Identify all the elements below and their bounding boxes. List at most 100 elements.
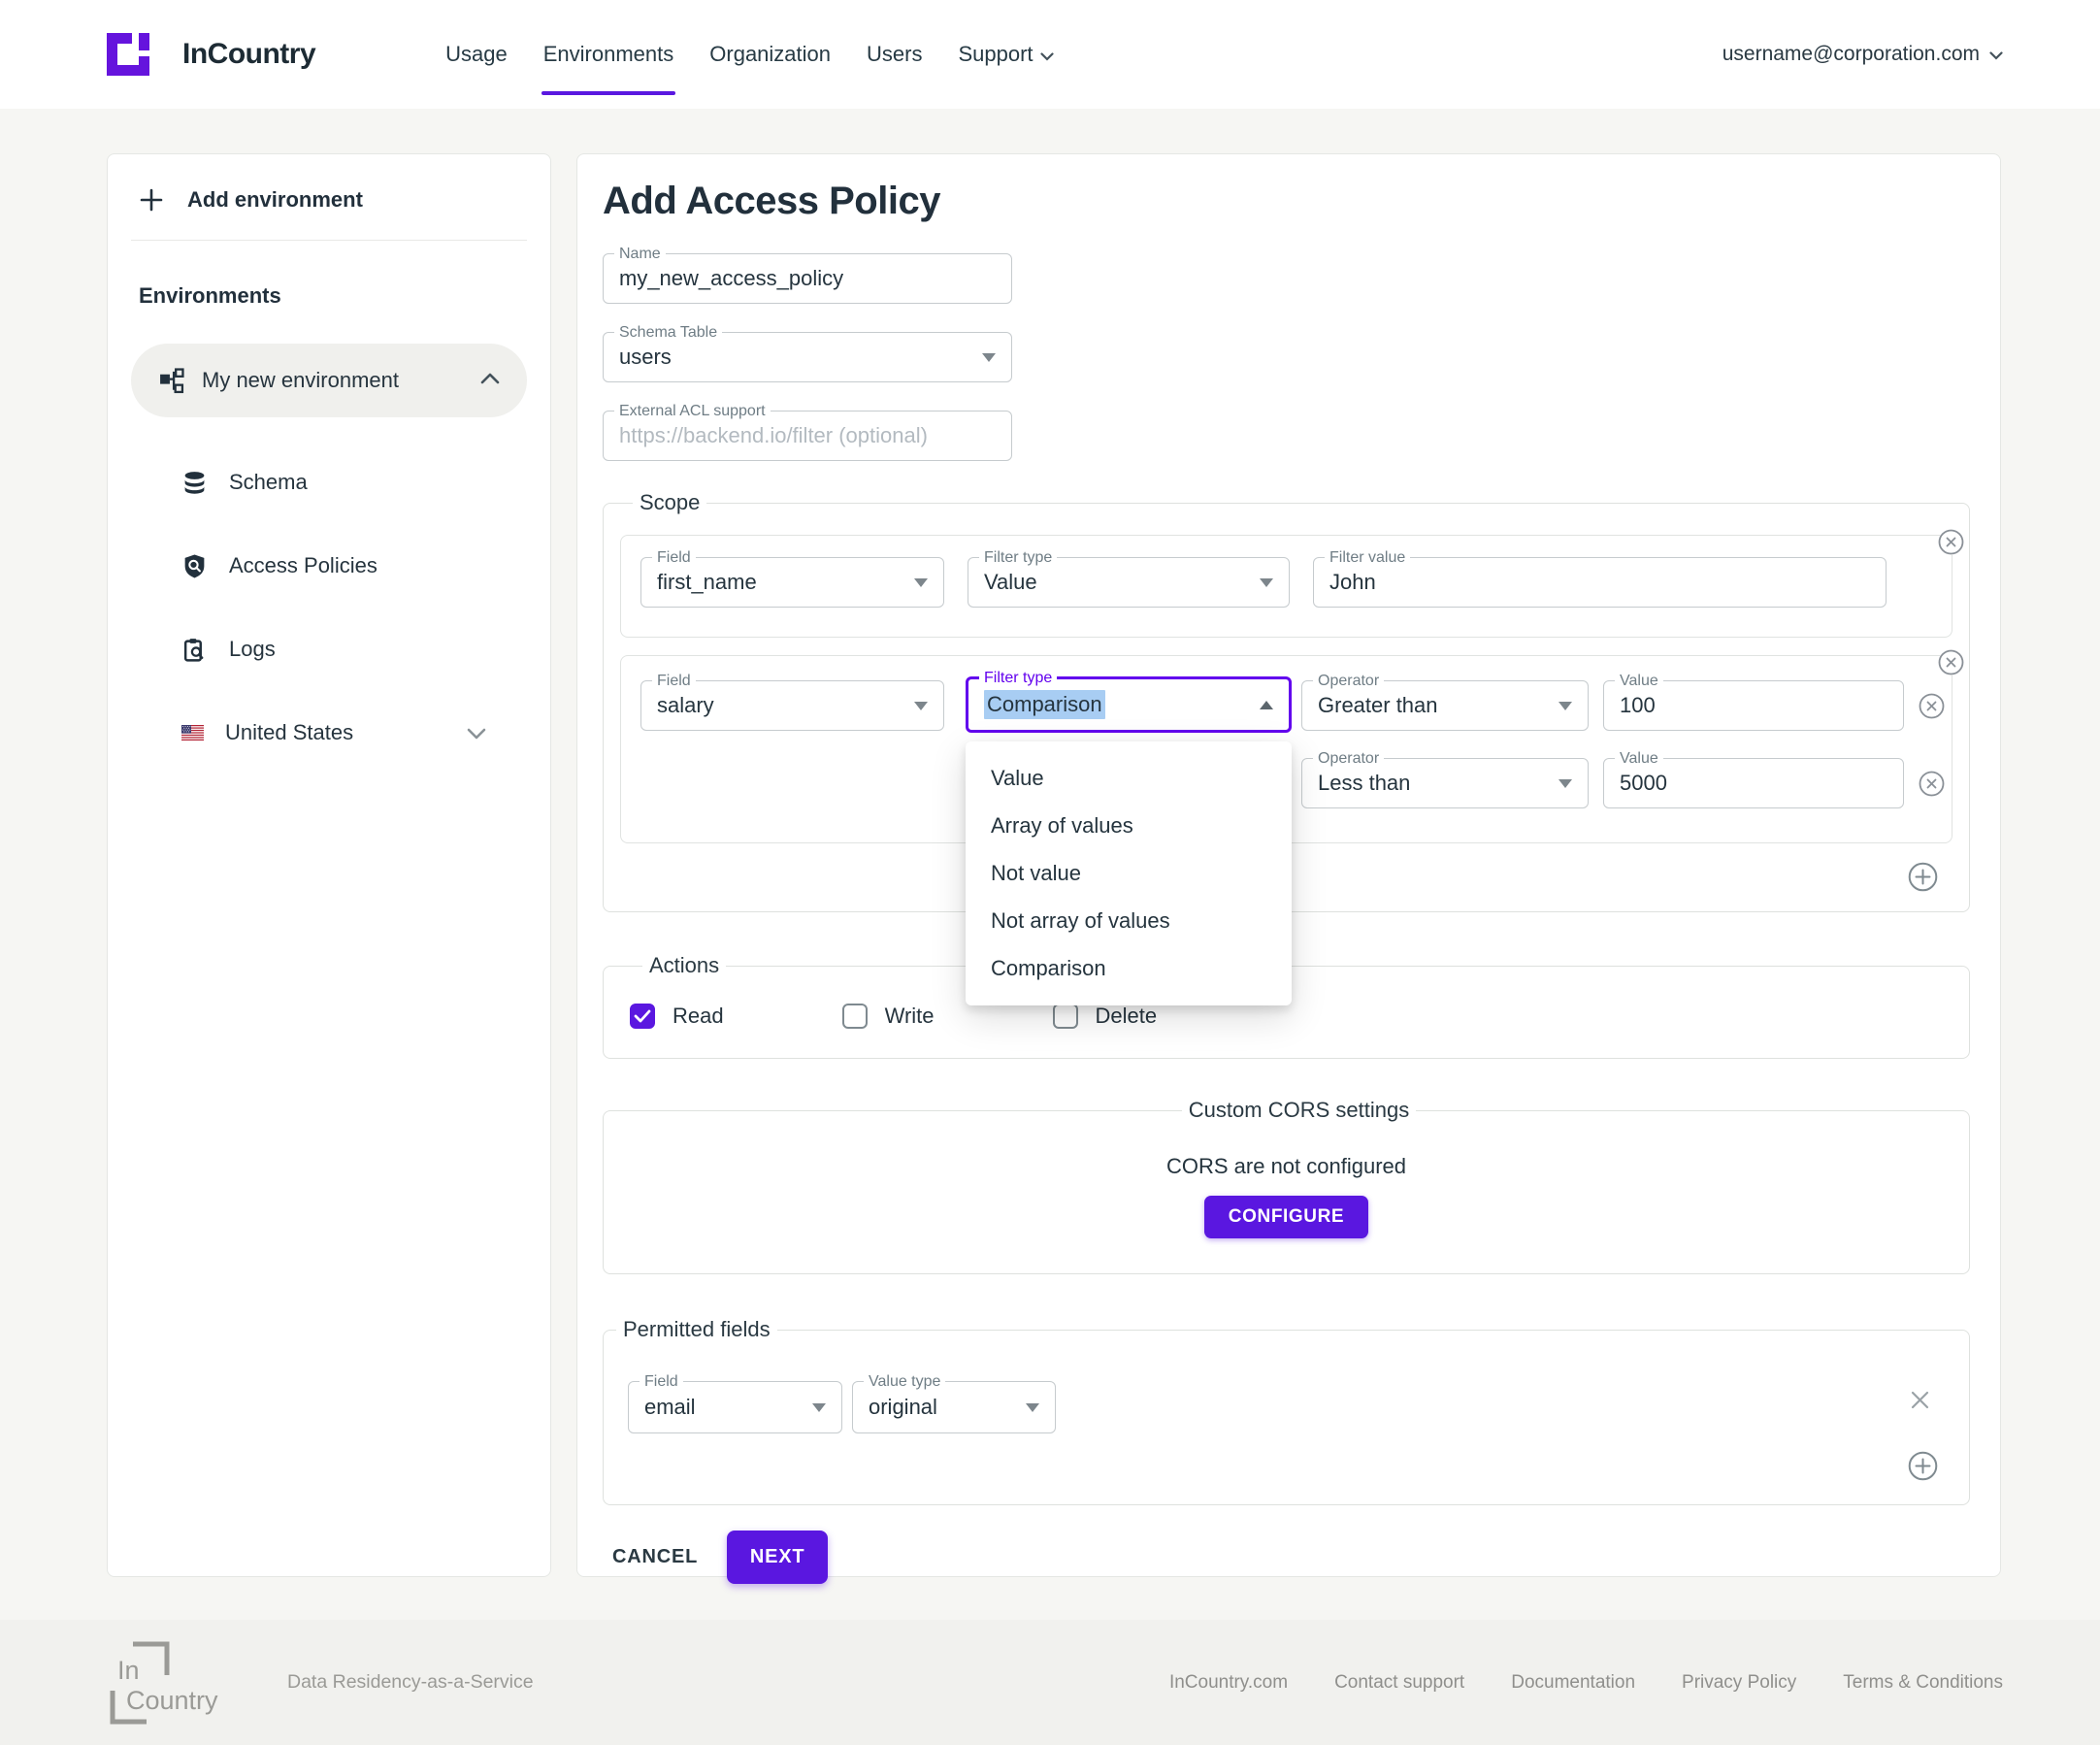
next-button[interactable]: NEXT: [727, 1531, 829, 1584]
chevron-down-icon: [1989, 43, 2003, 66]
add-environment-button[interactable]: Add environment: [131, 187, 527, 213]
country-label: United States: [225, 720, 354, 744]
checkbox-checked-icon: [630, 1004, 655, 1029]
environment-submenu: Schema Access Policies Logs: [131, 441, 527, 774]
chevron-down-icon: [467, 720, 486, 745]
form-actions: CANCEL NEXT: [603, 1531, 1970, 1584]
sidebar-item-access-policies[interactable]: Access Policies: [131, 524, 527, 608]
scope-section: Scope Field first_name Filter type Value…: [603, 490, 1970, 1005]
footer-link-terms-conditions[interactable]: Terms & Conditions: [1843, 1671, 2003, 1693]
shield-search-icon: [181, 553, 208, 579]
sidebar-section-title: Environments: [139, 283, 281, 308]
footer-tagline: Data Residency-as-a-Service: [287, 1671, 534, 1693]
dropdown-option-not-value[interactable]: Not value: [991, 861, 1081, 885]
user-email: username@corporation.com: [1722, 43, 1980, 65]
nav-item-support[interactable]: Support: [958, 0, 1054, 109]
remove-scope-row-button[interactable]: [1938, 529, 1964, 555]
footer-link-privacy-policy[interactable]: Privacy Policy: [1682, 1671, 1797, 1693]
database-icon: [181, 470, 208, 496]
svg-text:Country: Country: [126, 1686, 218, 1715]
scope1-field-select[interactable]: Field first_name: [640, 549, 944, 608]
main-nav: Usage Environments Organization Users Su…: [445, 0, 1054, 109]
chevron-down-icon: [1039, 42, 1054, 67]
name-field[interactable]: Name my_new_access_policy: [603, 246, 1012, 304]
nav-item-users[interactable]: Users: [867, 42, 923, 66]
operator-select[interactable]: Operator Less than: [1301, 750, 1589, 808]
scope-row: Field first_name Filter type Value Filte…: [620, 529, 1964, 638]
add-scope-row-button[interactable]: [1908, 862, 1938, 892]
dropdown-option-comparison[interactable]: Comparison: [991, 956, 1106, 980]
nav-item-environments[interactable]: Environments: [541, 0, 675, 109]
dropdown-arrow-icon: [914, 577, 928, 587]
environments-sidebar: Add environment Environments My new envi…: [107, 153, 551, 1577]
filter-type-dropdown-menu: Value Array of values Not value Not arra…: [966, 741, 1292, 1005]
scope2-filter-type-select[interactable]: Filter type Comparison: [966, 670, 1292, 733]
permitted-fields-legend: Permitted fields: [623, 1317, 771, 1341]
scope1-filter-type-select[interactable]: Filter type Value: [968, 549, 1290, 608]
dropdown-option-not-array-of-values[interactable]: Not array of values: [991, 908, 1170, 933]
cancel-button[interactable]: CANCEL: [612, 1546, 699, 1567]
remove-scope-row-button[interactable]: [1938, 649, 1964, 675]
country-selector[interactable]: United States: [131, 691, 527, 774]
name-field-value: my_new_access_policy: [619, 266, 844, 290]
configure-cors-button[interactable]: CONFIGURE: [1203, 1196, 1369, 1238]
dropdown-arrow-icon: [1559, 778, 1572, 788]
value-field[interactable]: Value 5000: [1603, 750, 1904, 808]
scope2-condition-row: Operator Less than Value 5000: [1301, 750, 1945, 808]
nav-item-organization[interactable]: Organization: [709, 42, 832, 66]
dropdown-arrow-icon: [982, 352, 996, 362]
dropdown-arrow-icon: [1260, 577, 1273, 587]
footer-link-incountry-com[interactable]: InCountry.com: [1168, 1671, 1289, 1693]
scope2-field-select[interactable]: Field salary: [640, 673, 944, 731]
incountry-footer-logo: In Country: [107, 1639, 225, 1727]
user-account-menu[interactable]: username@corporation.com: [1723, 43, 2003, 66]
actions-legend: Actions: [649, 953, 720, 977]
add-access-policy-form: Add Access Policy Name my_new_access_pol…: [576, 153, 2001, 1584]
remove-condition-button[interactable]: [1919, 693, 1945, 719]
dropdown-option-array-of-values[interactable]: Array of values: [991, 813, 1133, 838]
checkbox-unchecked-icon: [1052, 1004, 1078, 1029]
sidebar-item-schema[interactable]: Schema: [131, 441, 527, 524]
us-flag-icon: [181, 725, 204, 741]
sidebar-item-my-new-environment[interactable]: My new environment: [131, 344, 527, 417]
svg-text:In: In: [117, 1656, 140, 1685]
checkbox-delete[interactable]: Delete: [1052, 1004, 1157, 1029]
footer-link-contact-support[interactable]: Contact support: [1334, 1671, 1465, 1693]
value-field[interactable]: Value 100: [1603, 673, 1904, 731]
page-footer: In Country Data Residency-as-a-Service I…: [0, 1620, 2100, 1745]
permitted-field-select[interactable]: Field email: [628, 1373, 842, 1433]
dropdown-arrow-icon: [1559, 701, 1572, 710]
scope-row: Field salary Filter type Comparison Oper…: [620, 649, 1964, 1005]
cors-section: Custom CORS settings CORS are not config…: [603, 1098, 1970, 1274]
nav-item-usage[interactable]: Usage: [445, 42, 508, 66]
dropdown-option-value[interactable]: Value: [991, 766, 1044, 790]
divider: [131, 240, 527, 241]
incountry-logo-icon[interactable]: [107, 33, 149, 76]
dropdown-arrow-icon: [812, 1402, 826, 1412]
remove-condition-button[interactable]: [1919, 771, 1945, 797]
scope1-filter-value-field[interactable]: Filter value John: [1313, 549, 1887, 608]
checkbox-unchecked-icon: [841, 1004, 868, 1029]
checkbox-write[interactable]: Write: [841, 1004, 935, 1029]
remove-permitted-field-button[interactable]: [1909, 1389, 1931, 1411]
operator-select[interactable]: Operator Greater than: [1301, 673, 1589, 731]
name-field-label: Name: [614, 246, 666, 263]
environment-name: My new environment: [202, 368, 399, 392]
checkbox-read[interactable]: Read: [630, 1004, 724, 1029]
chevron-up-icon: [480, 372, 500, 389]
value-type-select[interactable]: Value type original: [852, 1373, 1056, 1433]
sidebar-item-logs[interactable]: Logs: [131, 608, 527, 691]
permitted-fields-section: Permitted fields Field email Value type …: [603, 1317, 1970, 1505]
page-title: Add Access Policy: [603, 180, 940, 222]
footer-link-documentation[interactable]: Documentation: [1511, 1671, 1636, 1693]
external-acl-field[interactable]: External ACL support https://backend.io/…: [603, 403, 1012, 461]
external-acl-placeholder: https://backend.io/filter (optional): [619, 423, 928, 447]
add-permitted-field-button[interactable]: [1908, 1451, 1938, 1481]
schema-table-select[interactable]: Schema Table users: [603, 324, 1012, 382]
selected-text: Comparison: [984, 690, 1105, 719]
scope2-condition-row: Operator Greater than Value 100: [1301, 673, 1945, 731]
scope-legend: Scope: [640, 490, 701, 514]
plus-icon: [139, 187, 164, 213]
dropdown-arrow-icon: [914, 701, 928, 710]
brand-name[interactable]: InCountry: [182, 38, 316, 70]
